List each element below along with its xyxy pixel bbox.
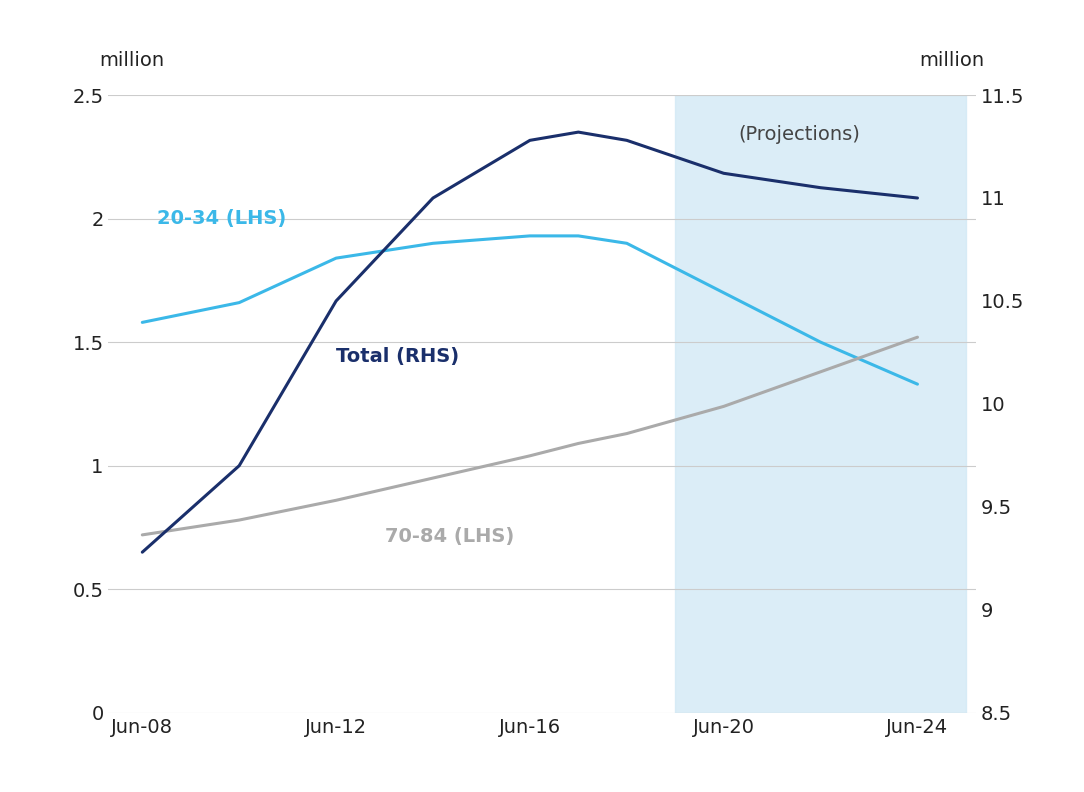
Text: 70-84 (LHS): 70-84 (LHS) xyxy=(385,527,514,546)
Text: million: million xyxy=(919,51,984,70)
Bar xyxy=(675,95,966,713)
Text: (Projections): (Projections) xyxy=(738,124,860,143)
Text: Total (RHS): Total (RHS) xyxy=(336,347,460,366)
Text: million: million xyxy=(100,51,165,70)
Text: 20-34 (LHS): 20-34 (LHS) xyxy=(157,208,286,227)
